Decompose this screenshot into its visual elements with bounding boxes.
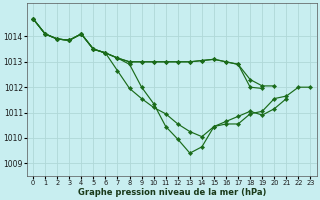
X-axis label: Graphe pression niveau de la mer (hPa): Graphe pression niveau de la mer (hPa) (77, 188, 266, 197)
